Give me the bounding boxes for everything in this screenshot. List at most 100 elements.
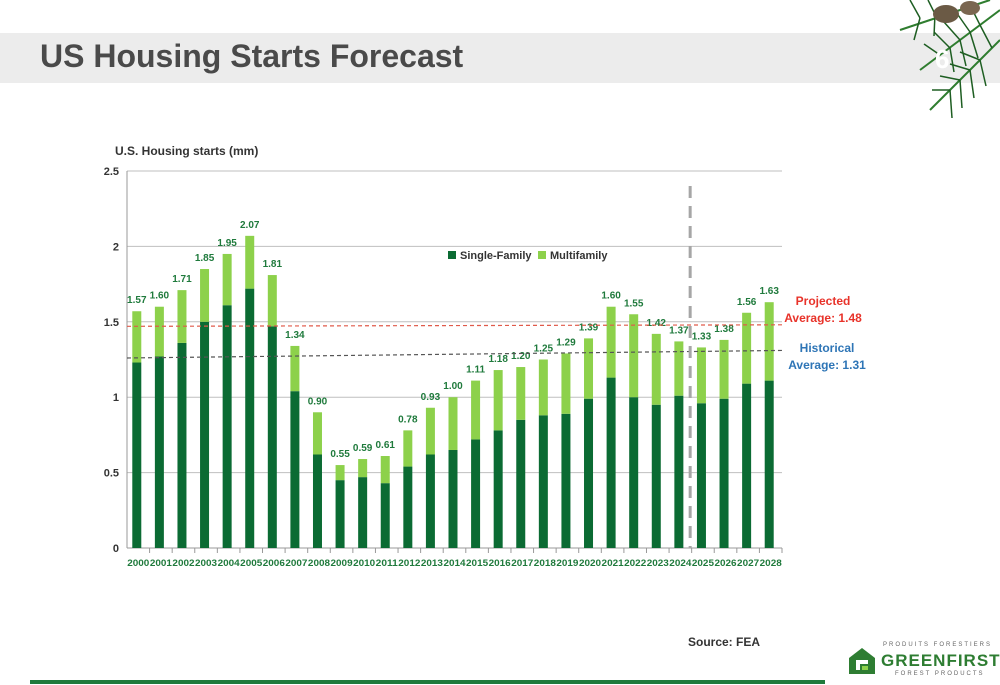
x-tick-label: 2010 [353, 558, 375, 569]
bar-multifamily [358, 459, 368, 478]
bar-multifamily [674, 341, 684, 396]
x-tick-label: 2003 [195, 558, 217, 569]
bar-multifamily [516, 367, 526, 420]
bar-multifamily [719, 339, 729, 399]
bar-total-label: 1.95 [217, 238, 237, 249]
x-tick-label: 2023 [647, 558, 669, 569]
bar-single-family [154, 356, 164, 548]
legend-swatch-single-family [448, 251, 456, 259]
bar-total-label: 1.60 [150, 291, 170, 302]
x-tick-label: 2017 [511, 558, 533, 569]
x-tick-label: 2000 [127, 558, 149, 569]
x-tick-label: 2009 [331, 558, 353, 569]
bar-multifamily [696, 347, 706, 404]
bar-multifamily [471, 380, 481, 440]
bar-total-label: 1.81 [263, 259, 283, 270]
pine-branch-decoration [899, 0, 1000, 119]
bar-total-label: 0.61 [376, 440, 396, 451]
bar-total-label: 1.25 [534, 344, 554, 355]
x-tick-label: 2013 [421, 558, 443, 569]
x-tick-label: 2014 [443, 558, 466, 569]
bar-single-family [200, 321, 210, 548]
bar-total-label: 1.29 [556, 337, 576, 348]
bar-total-label: 1.63 [759, 286, 779, 297]
x-tick-label: 2008 [308, 558, 330, 569]
bar-single-family [629, 397, 639, 548]
x-tick-label: 2022 [624, 558, 646, 569]
y-tick-label: 0 [113, 543, 119, 555]
bar-single-family [606, 377, 616, 548]
bar-total-label: 0.55 [330, 449, 350, 460]
bar-total-label: 1.00 [443, 381, 463, 392]
bottom-rule [30, 680, 825, 684]
y-tick-label: 0.5 [104, 468, 119, 480]
x-tick-label: 2026 [714, 558, 736, 569]
bar-single-family [651, 404, 661, 548]
bar-single-family [493, 430, 503, 548]
x-tick-label: 2001 [150, 558, 173, 569]
legend-label-multifamily: Multifamily [550, 250, 608, 262]
bar-single-family [471, 439, 481, 548]
projected-label-line1: Projected [796, 294, 851, 308]
bar-single-family [335, 480, 345, 548]
x-tick-label: 2025 [692, 558, 715, 569]
bar-single-family [448, 449, 458, 548]
bar-single-family [403, 466, 413, 548]
greenfirst-mark-icon [849, 648, 875, 674]
bar-total-label: 0.93 [421, 392, 441, 403]
bar-single-family [674, 395, 684, 548]
bar-multifamily [742, 312, 752, 384]
x-tick-label: 2006 [263, 558, 285, 569]
bar-single-family [696, 403, 706, 548]
x-tick-label: 2018 [534, 558, 556, 569]
bar-multifamily [267, 275, 277, 327]
bar-multifamily [448, 397, 458, 450]
bar-multifamily [335, 465, 345, 481]
bar-total-label: 1.56 [737, 297, 757, 308]
x-tick-label: 2012 [398, 558, 420, 569]
bar-single-family [764, 380, 774, 548]
bar-single-family [561, 413, 571, 548]
bar-single-family [290, 391, 300, 548]
y-axis-label: U.S. Housing starts (mm) [115, 144, 258, 158]
bar-single-family [719, 398, 729, 548]
bar-total-label: 1.60 [601, 291, 621, 302]
page-number: 6 [935, 44, 950, 74]
x-tick-label: 2004 [218, 558, 241, 569]
bar-multifamily [245, 235, 255, 289]
bar-multifamily [629, 314, 639, 398]
bar-single-family [312, 454, 322, 548]
page-title: US Housing Starts Forecast [40, 38, 464, 74]
bar-multifamily [290, 345, 300, 392]
bar-multifamily [651, 333, 661, 405]
x-tick-label: 2007 [285, 558, 307, 569]
x-tick-label: 2002 [172, 558, 194, 569]
bar-single-family [267, 326, 277, 548]
bar-single-family [222, 305, 232, 548]
bar-single-family [584, 398, 594, 548]
y-tick-label: 2 [113, 241, 119, 253]
greenfirst-logo: PRODUITS FORESTIERS GREENFIRST FOREST PR… [845, 640, 1000, 682]
bar-multifamily [764, 302, 774, 381]
logo-top-text: PRODUITS FORESTIERS [883, 642, 993, 648]
bar-total-label: 1.11 [466, 365, 485, 376]
bar-total-label: 1.18 [488, 354, 508, 365]
x-tick-label: 2011 [376, 558, 399, 569]
bar-total-label: 1.85 [195, 253, 215, 264]
bar-multifamily [561, 353, 571, 414]
bar-total-label: 0.90 [308, 396, 328, 407]
bar-single-family [538, 415, 548, 548]
bar-total-label: 1.57 [127, 295, 147, 306]
historical-label-line1: Historical [800, 341, 855, 355]
x-tick-label: 2015 [466, 558, 489, 569]
bar-single-family [742, 383, 752, 548]
bar-single-family [177, 342, 187, 548]
bar-single-family [132, 362, 142, 548]
x-tick-label: 2016 [489, 558, 511, 569]
bar-single-family [516, 419, 526, 548]
legend-label-single-family: Single-Family [460, 250, 532, 262]
y-tick-label: 1.5 [104, 317, 119, 329]
bar-multifamily [584, 338, 594, 399]
bar-total-label: 1.37 [669, 325, 689, 336]
x-tick-label: 2020 [579, 558, 601, 569]
